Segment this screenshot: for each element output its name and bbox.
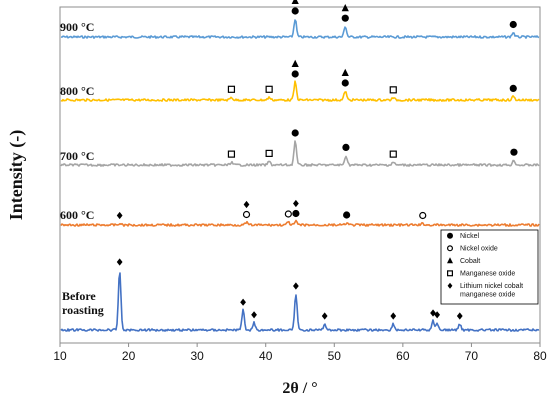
lnco-marker bbox=[456, 312, 463, 320]
legend-label: Manganese oxide bbox=[460, 271, 515, 278]
x-tick-label: 20 bbox=[122, 349, 136, 363]
nickel-marker bbox=[292, 209, 300, 218]
manganese_oxide-marker bbox=[389, 150, 397, 158]
legend-label: Nickel oxide bbox=[460, 246, 498, 253]
cobalt-marker bbox=[341, 4, 349, 12]
nickel-marker bbox=[291, 70, 299, 78]
trace-line bbox=[60, 272, 540, 332]
nickel-marker bbox=[343, 211, 351, 219]
lnco-marker bbox=[116, 258, 123, 266]
y-axis-title: Intensity (-) bbox=[6, 130, 27, 221]
nickel-marker bbox=[342, 143, 350, 151]
manganese_oxide-marker bbox=[227, 150, 236, 158]
legend-label: Nickel bbox=[460, 233, 480, 240]
series-label: Before bbox=[62, 289, 96, 303]
nickel-marker bbox=[509, 84, 517, 92]
manganese_oxide-marker bbox=[389, 86, 397, 94]
lnco-marker bbox=[293, 199, 299, 208]
nickel_oxide-marker bbox=[447, 245, 454, 252]
cobalt-marker bbox=[291, 59, 299, 67]
x-tick-label: 40 bbox=[259, 349, 273, 363]
nickel-marker bbox=[509, 20, 517, 29]
trace-group: 900 °C bbox=[60, 0, 540, 39]
manganese_oxide-marker bbox=[265, 149, 273, 157]
legend-label: manganese oxide bbox=[460, 292, 515, 299]
series-label: 800 °C bbox=[60, 84, 94, 98]
series-label: roasting bbox=[62, 303, 104, 317]
legend: Nickel Nickel oxide Cobalt Manganese oxide L… bbox=[440, 229, 539, 305]
lnco-marker bbox=[116, 211, 123, 220]
cobalt-marker bbox=[341, 68, 349, 76]
x-tick-label: 80 bbox=[533, 349, 547, 363]
nickel_oxide-marker bbox=[242, 210, 251, 219]
legend-label: Cobalt bbox=[460, 258, 480, 265]
manganese_oxide-marker bbox=[227, 85, 236, 93]
x-tick-label: 70 bbox=[465, 349, 479, 363]
x-tick-label: 60 bbox=[396, 349, 410, 363]
nickel-marker bbox=[447, 232, 453, 239]
cobalt-marker bbox=[291, 0, 299, 4]
series-label: 600 °C bbox=[60, 208, 94, 222]
lnco-marker bbox=[434, 311, 441, 319]
nickel-marker bbox=[291, 129, 299, 137]
lnco-marker bbox=[447, 282, 453, 289]
lnco-marker bbox=[240, 298, 246, 306]
trace-group: 600 °C bbox=[60, 199, 540, 227]
x-tick-label: 10 bbox=[53, 349, 67, 363]
nickel-marker bbox=[341, 79, 349, 87]
trace-group: 800 °C bbox=[60, 59, 540, 102]
trace-line bbox=[60, 219, 540, 227]
nickel-marker bbox=[291, 7, 299, 15]
trace-line bbox=[60, 140, 540, 167]
trace-group: 700 °C bbox=[60, 129, 540, 167]
series-label: 900 °C bbox=[60, 20, 94, 34]
nickel_oxide-marker bbox=[419, 211, 427, 220]
nickel_oxide-marker bbox=[284, 210, 292, 218]
x-axis-title: 2θ / ° bbox=[282, 380, 317, 397]
trace-line bbox=[60, 19, 540, 39]
x-tick-label: 30 bbox=[190, 349, 204, 363]
lnco-marker bbox=[321, 312, 328, 320]
plot-frame bbox=[59, 6, 541, 344]
series-label: 700 °C bbox=[60, 149, 94, 163]
legend-box bbox=[440, 229, 539, 305]
lnco-marker bbox=[293, 282, 299, 290]
trace-line bbox=[60, 80, 540, 102]
legend-label: Lithium nickel cobalt bbox=[460, 283, 523, 290]
nickel-marker bbox=[510, 148, 518, 156]
x-tick-label: 50 bbox=[328, 349, 342, 363]
lnco-marker bbox=[251, 311, 257, 319]
cobalt-marker bbox=[447, 257, 453, 264]
nickel-marker bbox=[341, 14, 349, 22]
manganese_oxide-marker bbox=[447, 270, 454, 277]
manganese_oxide-marker bbox=[265, 85, 273, 93]
lnco-marker bbox=[243, 200, 250, 209]
lnco-marker bbox=[390, 312, 397, 320]
